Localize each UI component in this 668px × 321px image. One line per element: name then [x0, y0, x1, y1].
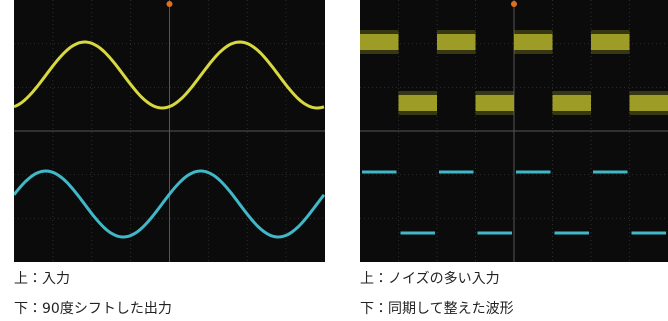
caption: 下：同期して整えた波形	[360, 301, 514, 317]
trigger-marker	[511, 1, 517, 7]
noise	[514, 30, 553, 54]
scope-left	[14, 0, 325, 262]
noisy-pulse	[629, 95, 668, 111]
noise	[360, 30, 399, 54]
input-wave	[14, 40, 325, 110]
output-wave	[14, 169, 325, 239]
noisy-pulse	[398, 95, 437, 111]
noise	[591, 30, 630, 54]
noisy-pulse	[360, 34, 399, 50]
noise	[437, 30, 476, 54]
noisy-pulse	[514, 34, 553, 50]
noisy-pulse	[591, 34, 630, 50]
noisy-pulse	[437, 34, 476, 50]
trigger-marker	[166, 1, 173, 7]
noise	[398, 91, 437, 115]
noisy-pulse	[552, 95, 591, 111]
caption: 下：90度シフトした出力	[14, 301, 172, 317]
noisy-pulse	[475, 95, 514, 111]
noise	[629, 91, 668, 115]
caption: 上：入力	[14, 271, 70, 287]
noise	[552, 91, 591, 115]
scope-right	[360, 0, 668, 262]
caption: 上：ノイズの多い入力	[360, 271, 500, 287]
noise	[475, 91, 514, 115]
